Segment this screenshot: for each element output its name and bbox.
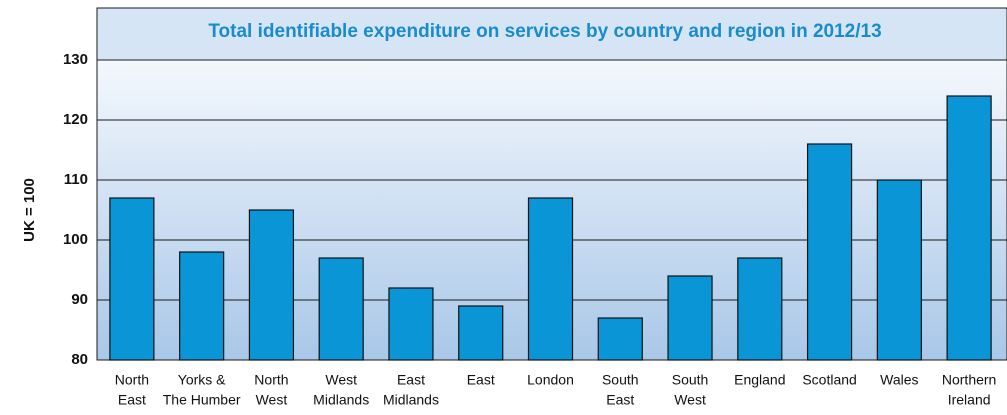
y-tick-label: 120 [63, 111, 88, 128]
bar [667, 275, 713, 361]
x-tick-label: North [115, 372, 149, 388]
bar [248, 209, 295, 361]
x-tick-label: East [118, 392, 146, 408]
chart-title: Total identifiable expenditure on servic… [208, 21, 881, 42]
bar [388, 287, 434, 361]
bar [109, 197, 155, 361]
x-tick-label: Yorks & [178, 372, 226, 388]
bar [806, 143, 853, 361]
bar [318, 257, 364, 361]
x-tick-label: England [734, 372, 785, 388]
x-tick-label: East [467, 372, 495, 388]
x-tick-label: North [254, 372, 288, 388]
y-axis-label: UK = 100 [21, 178, 38, 242]
x-tick-label: West [256, 392, 288, 408]
bar [737, 257, 783, 361]
y-tick-label: 110 [64, 171, 88, 188]
y-tick-label: 130 [63, 51, 88, 68]
x-tick-label: South [672, 372, 709, 388]
bar [527, 197, 574, 361]
bar [458, 305, 504, 361]
x-tick-label: London [527, 372, 574, 388]
y-tick-label: 90 [71, 291, 88, 308]
y-tick-label: 100 [63, 231, 88, 248]
x-tick-label: West [674, 392, 706, 408]
x-tick-label: Ireland [948, 392, 991, 408]
bar [946, 95, 992, 361]
x-tick-label: Midlands [313, 392, 369, 408]
bar [876, 179, 922, 361]
x-tick-label: West [325, 372, 357, 388]
x-tick-label: East [397, 372, 425, 388]
x-tick-label: The Humber [163, 392, 241, 408]
bar [179, 251, 225, 361]
x-tick-label: Northern [942, 372, 996, 388]
bar [597, 317, 643, 361]
x-tick-label: Scotland [802, 372, 856, 388]
title-band [96, 7, 1007, 61]
x-tick-label: South [602, 372, 639, 388]
x-tick-label: Midlands [383, 392, 439, 408]
x-tick-label: Wales [880, 372, 918, 388]
y-tick-label: 80 [71, 351, 88, 368]
x-tick-label: East [606, 392, 634, 408]
